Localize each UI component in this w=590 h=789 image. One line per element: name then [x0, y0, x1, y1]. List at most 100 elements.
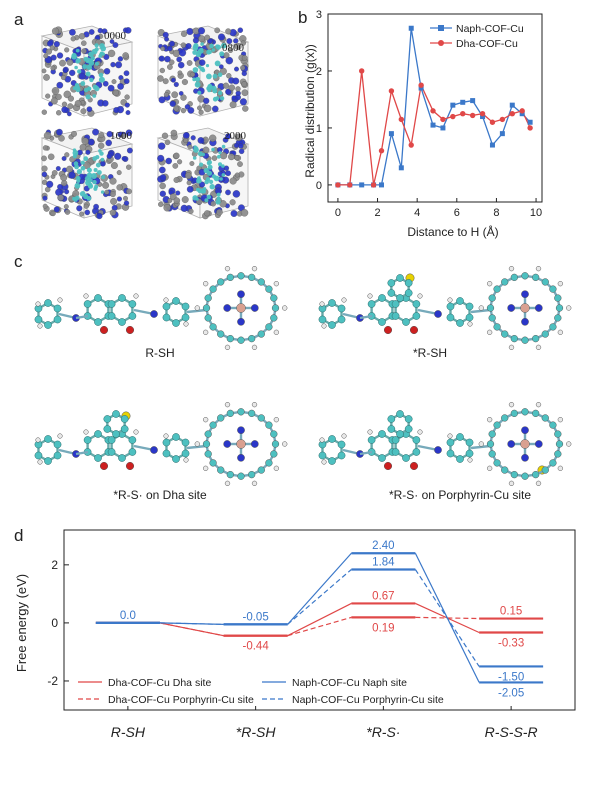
state-label: R-S-S-R [485, 724, 538, 740]
data-point-1 [499, 116, 506, 123]
data-point-0 [359, 182, 365, 188]
data-point-1 [347, 182, 353, 188]
simulation-box-3 [156, 127, 250, 220]
data-point-1 [378, 148, 385, 154]
energy-value-label: -0.33 [498, 637, 524, 649]
molecule-r-s-porphyrin-cu-site [318, 401, 572, 487]
panel-a-letter: a [14, 10, 24, 29]
data-point-1 [519, 108, 525, 114]
data-point-1 [440, 116, 446, 123]
x-tick-label: 4 [414, 207, 420, 219]
data-point-0 [440, 125, 446, 131]
data-point-0 [470, 98, 476, 104]
panel-c-letter: c [14, 252, 23, 271]
state-label: *R-SH [236, 724, 277, 740]
y-axis-label-free-energy: Free energy (eV) [14, 574, 29, 672]
free-energy-diagram: -2 0 2 R-SH *R-SH *R-S· R-S-S-R -0.44 0.67 -0.33… [14, 529, 576, 740]
simulation-box-0 [40, 25, 134, 117]
data-point-0 [460, 99, 466, 105]
data-point-1 [388, 88, 395, 94]
legend-label: Dha-COF-Cu Porphyrin-Cu site [108, 694, 254, 706]
data-point-0 [418, 85, 424, 91]
frame-label-0: 0000 [104, 30, 126, 42]
energy-connector [159, 622, 224, 625]
data-point-1 [489, 119, 496, 125]
caption-r-s-porphyrin-site: *R-S· on Porphyrin-Cu site [388, 488, 532, 502]
data-point-1 [370, 182, 377, 188]
data-point-0 [527, 119, 533, 125]
data-point-1 [418, 82, 424, 88]
molecule-r-s-dha-site [34, 401, 288, 487]
state-label: R-SH [111, 724, 146, 740]
data-point-0 [489, 142, 495, 148]
energy-value-label: 2.40 [372, 540, 394, 552]
data-point-0 [450, 102, 456, 108]
data-point-0 [509, 102, 515, 108]
energy-value-label: 0.67 [372, 590, 394, 602]
energy-value-label: -0.05 [243, 611, 269, 623]
energy-connector [287, 552, 352, 625]
simulation-box-2 [40, 127, 134, 220]
molecule-star-r-sh [318, 265, 572, 351]
energy-connector [159, 622, 224, 637]
energy-value-label: -0.44 [243, 641, 270, 653]
x-tick-label: 8 [493, 207, 499, 219]
legend-label: Naph-COF-Cu Porphyrin-Cu site [292, 694, 444, 706]
energy-legend: Dha-COF-Cu Dha site Dha-COF-Cu Porphyrin-… [78, 677, 444, 706]
x-tick-label: 6 [454, 207, 460, 219]
data-point-1 [335, 182, 341, 188]
energy-value-label: -2.05 [498, 687, 524, 699]
energy-connector [415, 616, 480, 620]
data-point-1 [509, 110, 515, 117]
legend-label-dha: Dha-COF-Cu [456, 38, 518, 50]
x-tick-label: 2 [374, 207, 380, 219]
molecular-structures-panel [34, 265, 572, 487]
data-point-1 [398, 116, 405, 123]
energy-value-label: 0.0 [120, 610, 136, 622]
frame-label-2: 1600 [110, 130, 132, 142]
data-point-0 [398, 165, 404, 171]
data-point-0 [379, 182, 384, 188]
energy-value-label: -1.50 [498, 671, 524, 683]
simulation-box-1 [156, 25, 250, 117]
x-tick-label: 0 [335, 207, 341, 219]
caption-r-sh: R-SH [145, 346, 175, 360]
series-line-0 [337, 28, 531, 186]
x-axis-label: Distance to H (Å) [407, 224, 498, 239]
data-point-1 [358, 68, 365, 74]
panel-d-letter: d [14, 526, 24, 545]
frame-label-1: 0800 [222, 42, 244, 54]
plot-frame [327, 13, 543, 203]
y-axis-label: Radical distribution (g(x)) [303, 44, 317, 177]
data-point-0 [408, 25, 414, 31]
x-tick-label: 10 [530, 207, 542, 219]
energy-connector [287, 569, 352, 625]
y-tick-label: 3 [316, 9, 322, 21]
energy-connector [287, 616, 352, 637]
radical-distribution-chart: 0 2 4 6 8 10 0 1 2 3 Distance to H (Å) Radical di… [303, 9, 543, 239]
chart-legend: Naph-COF-Cu Dha-COF-Cu [430, 23, 524, 50]
legend-label-naph: Naph-COF-Cu [456, 23, 524, 35]
data-point-1 [527, 125, 533, 131]
data-point-1 [430, 108, 436, 114]
series-line-1 [337, 70, 531, 186]
data-point-0 [388, 131, 394, 137]
energy-y-tick-label: 2 [51, 558, 58, 572]
energy-value-label: 1.84 [372, 556, 395, 568]
energy-value-label: 0.15 [500, 606, 522, 618]
legend-label: Dha-COF-Cu Dha site [108, 677, 211, 689]
data-point-0 [519, 111, 525, 117]
panel-b-letter: b [298, 8, 308, 27]
caption-r-s-dha-site: *R-S· on Dha site [113, 488, 207, 502]
energy-y-tick-label: -2 [47, 674, 58, 688]
data-point-0 [499, 131, 505, 137]
caption-star-r-sh: *R-SH [412, 346, 447, 360]
data-point-0 [430, 122, 436, 128]
energy-plot-frame [63, 529, 576, 711]
molecule-r-sh [34, 265, 288, 351]
data-point-1 [479, 110, 486, 117]
state-label: *R-S· [366, 724, 400, 740]
data-point-0 [480, 114, 486, 120]
data-point-1 [408, 142, 414, 148]
energy-connector [287, 602, 352, 637]
